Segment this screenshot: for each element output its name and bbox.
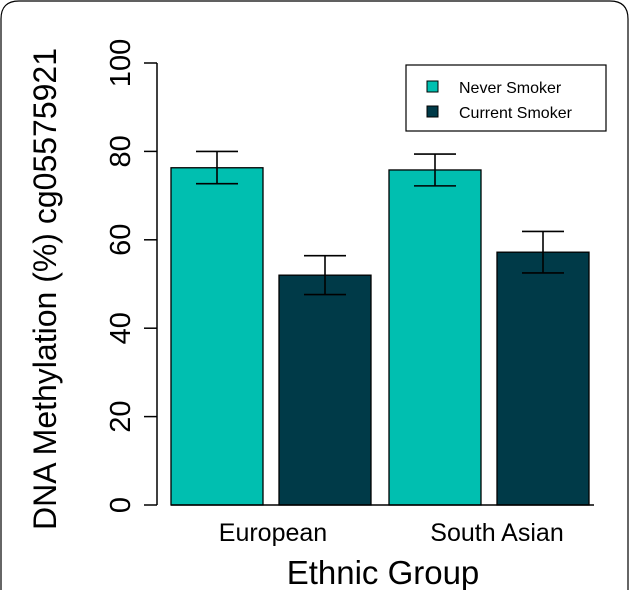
legend-box <box>405 64 607 132</box>
x-tick-label-european: European <box>219 519 327 547</box>
bar-current-smoker-european <box>278 274 372 506</box>
bar-never-smoker-south-asian <box>388 169 482 506</box>
error-bar <box>522 230 564 274</box>
legend-label-never-smoker: Never Smoker <box>459 80 562 97</box>
y-tick-label: 20 <box>105 400 137 432</box>
error-bars-group <box>196 150 564 296</box>
y-tick-label: 40 <box>105 312 137 344</box>
x-axis-title: Ethnic Group <box>287 554 480 590</box>
y-tick-label: 80 <box>105 135 137 167</box>
legend-label-current-smoker: Current Smoker <box>459 105 573 122</box>
y-tick-label: 60 <box>105 224 137 256</box>
error-bar <box>414 153 456 187</box>
y-axis-ticks: 0 20 40 60 80 100 <box>105 39 157 513</box>
y-tick-label: 100 <box>105 39 137 87</box>
y-axis-title: DNA Methylation (%) cg05575921 <box>27 48 63 530</box>
bar-never-smoker-european <box>170 167 264 506</box>
error-bar <box>196 150 238 185</box>
x-tick-label-south-asian: South Asian <box>430 519 563 547</box>
y-tick-label: 0 <box>105 497 137 513</box>
legend-swatch-never-smoker <box>426 80 439 93</box>
legend-swatch-current-smoker <box>426 105 439 118</box>
bar-current-smoker-south-asian <box>496 251 590 506</box>
bars-group <box>170 167 590 506</box>
error-bar <box>304 254 346 296</box>
legend: Never Smoker Current Smoker <box>405 64 607 132</box>
